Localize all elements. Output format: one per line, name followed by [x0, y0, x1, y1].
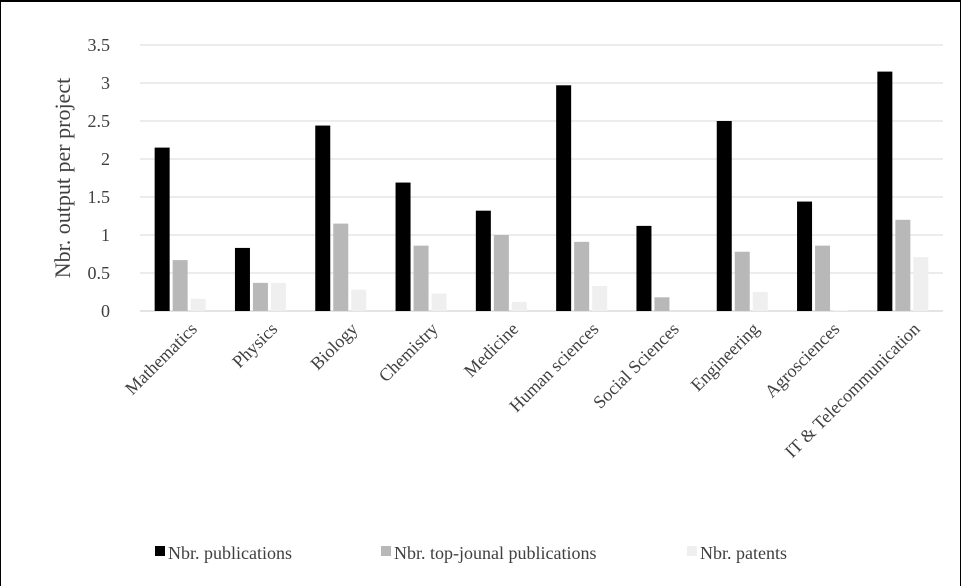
x-tick-label: Medicine [460, 319, 522, 381]
x-tick-label: Chemistry [375, 319, 442, 386]
bar [815, 245, 831, 311]
bar [395, 182, 411, 311]
bar [654, 297, 670, 311]
x-tick-label: Mathematics [121, 319, 201, 399]
bar [734, 251, 750, 311]
x-tick-label: Biology [306, 319, 361, 374]
legend-label: Nbr. patents [700, 543, 787, 563]
legend-label: Nbr. top-jounal publications [394, 543, 596, 563]
bar [574, 241, 590, 311]
x-tick-label: IT & Telecommunication [781, 319, 924, 462]
legend-swatch [381, 546, 391, 556]
bar [172, 260, 188, 311]
legend-swatch [155, 546, 165, 556]
bar [636, 225, 652, 311]
legend-swatch [687, 546, 697, 556]
bar [493, 235, 509, 311]
bar [797, 201, 813, 311]
x-axis-ticks: Mathematics Physics Biology Chemistry Medici… [121, 319, 924, 462]
y-axis-ticks: 0 0.5 1 1.5 2 2.5 3 3.5 [88, 35, 111, 321]
y-tick-label: 1.5 [88, 187, 111, 207]
bar [511, 301, 527, 311]
bar [833, 310, 849, 311]
y-tick-label: 0 [101, 301, 110, 321]
x-tick-label: Physics [228, 319, 281, 372]
bar [877, 71, 893, 311]
bar [413, 245, 429, 311]
bars [154, 71, 929, 311]
bar [556, 85, 572, 311]
bar [913, 257, 929, 311]
y-tick-label: 1 [101, 225, 110, 245]
legend: Nbr. publications Nbr. top-jounal publica… [155, 543, 787, 563]
bar [333, 223, 349, 311]
bar [252, 282, 268, 311]
legend-label: Nbr. publications [168, 543, 292, 563]
bar [592, 285, 608, 311]
bar [431, 293, 447, 311]
bar [895, 219, 911, 311]
bar [190, 298, 206, 311]
x-tick-label: Agrosciences [761, 319, 844, 402]
bar [475, 210, 491, 311]
y-tick-label: 0.5 [88, 263, 111, 283]
bar [270, 282, 286, 311]
bar [234, 247, 250, 311]
y-axis-label: Nbr. output per project [50, 78, 75, 278]
y-tick-label: 3.5 [88, 35, 111, 55]
bar [716, 121, 732, 311]
x-tick-label: Engineering [687, 319, 763, 395]
bar [315, 125, 331, 311]
y-tick-label: 2 [101, 149, 110, 169]
y-tick-label: 2.5 [88, 111, 111, 131]
bar [154, 147, 170, 311]
bar [351, 289, 367, 311]
bar [752, 292, 768, 311]
y-tick-label: 3 [101, 73, 110, 93]
x-tick-label: Social Sciences [589, 319, 683, 413]
